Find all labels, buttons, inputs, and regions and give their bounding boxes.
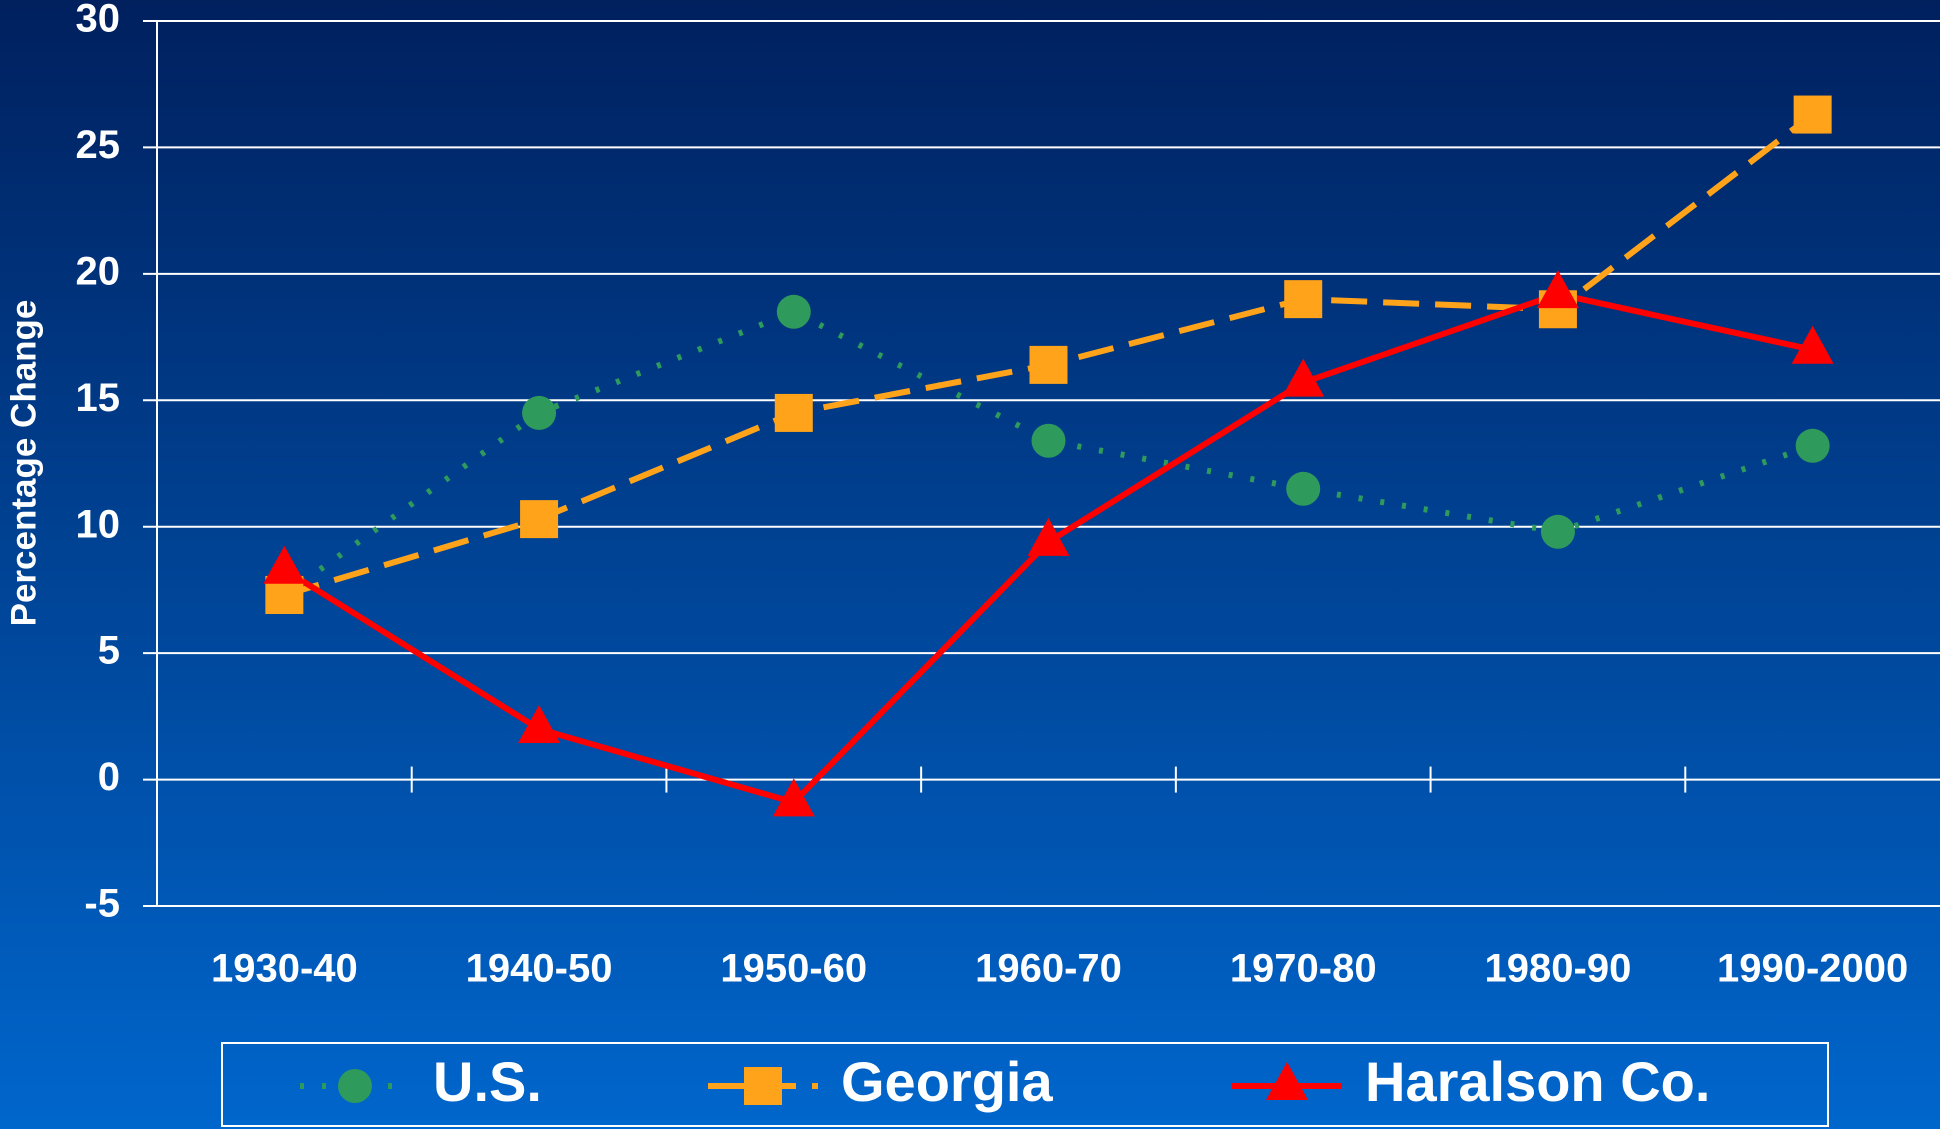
data-point <box>1791 325 1834 364</box>
x-tick-label: 1930-40 <box>211 947 358 991</box>
data-point <box>518 705 561 743</box>
data-point <box>522 395 557 430</box>
y-tick-label: 10 <box>76 502 121 546</box>
data-point <box>1793 95 1832 134</box>
legend-label: Georgia <box>841 1050 1053 1113</box>
data-point <box>520 500 559 539</box>
data-point <box>1795 428 1830 463</box>
x-tick-label: 1990-2000 <box>1717 947 1908 991</box>
y-axis-label: Percentage Change <box>4 300 43 627</box>
data-point <box>1540 514 1575 549</box>
data-point <box>776 294 811 329</box>
y-tick-label: -5 <box>84 882 120 926</box>
data-point <box>1282 358 1325 397</box>
data-point <box>1027 517 1070 556</box>
legend-label: U.S. <box>433 1050 542 1113</box>
data-point <box>1029 345 1068 384</box>
x-tick-label: 1950-60 <box>720 947 867 991</box>
data-point <box>772 778 815 817</box>
data-point <box>263 545 306 584</box>
y-tick-label: 0 <box>98 755 120 799</box>
legend-box <box>221 1042 1829 1127</box>
legend-marker <box>744 1067 782 1105</box>
x-tick-label: 1980-90 <box>1485 947 1632 991</box>
data-point <box>1031 423 1066 458</box>
data-point <box>1286 471 1321 506</box>
y-tick-label: 5 <box>98 629 120 673</box>
x-tick-label: 1960-70 <box>975 947 1122 991</box>
y-tick-label: 25 <box>76 123 121 167</box>
legend-marker <box>1266 1062 1308 1100</box>
y-tick-label: 20 <box>76 249 121 293</box>
data-point <box>774 393 813 432</box>
x-tick-label: 1940-50 <box>466 947 613 991</box>
data-point <box>1284 280 1323 319</box>
y-tick-label: 15 <box>76 376 121 420</box>
y-tick-label: 30 <box>76 0 121 41</box>
legend-label: Haralson Co. <box>1365 1050 1710 1113</box>
x-tick-label: 1970-80 <box>1230 947 1377 991</box>
data-point <box>1536 270 1579 309</box>
legend-marker <box>338 1069 372 1103</box>
